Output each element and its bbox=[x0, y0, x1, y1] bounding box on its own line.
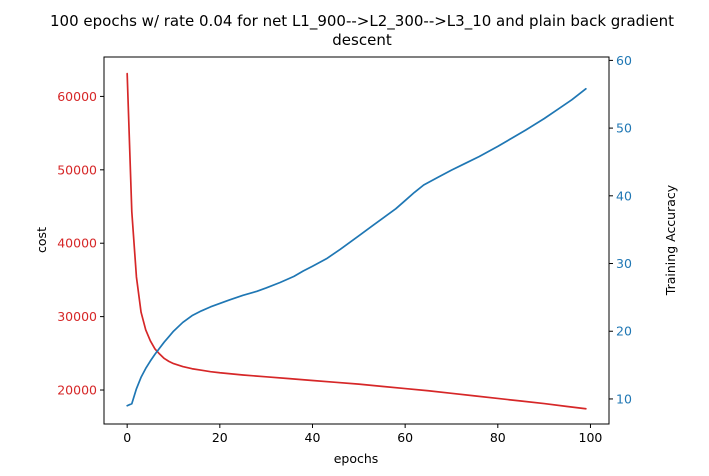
cost-series-line bbox=[126, 72, 587, 410]
right-tick-label: 50 bbox=[616, 121, 632, 136]
x-tick-label: 40 bbox=[305, 430, 321, 445]
left-tick-label: 60000 bbox=[57, 89, 97, 104]
x-axis-label: epochs bbox=[334, 451, 379, 466]
left-tick-label: 30000 bbox=[57, 309, 97, 324]
x-tick-label: 100 bbox=[579, 430, 603, 445]
plot-frame bbox=[103, 56, 610, 425]
x-tick-label: 20 bbox=[212, 430, 228, 445]
right-tick-label: 20 bbox=[616, 324, 632, 339]
y-axis-label-left: cost bbox=[34, 227, 49, 253]
left-tick-label: 40000 bbox=[57, 236, 97, 251]
y-axis-label-right: Training Accuracy bbox=[663, 184, 678, 296]
accuracy-series-line bbox=[126, 87, 587, 407]
right-tick-label: 60 bbox=[616, 53, 632, 68]
left-tick-label: 50000 bbox=[57, 162, 97, 177]
x-tick-label: 80 bbox=[490, 430, 506, 445]
chart-title-line-2: descent bbox=[332, 31, 392, 49]
right-tick-label: 10 bbox=[616, 391, 632, 406]
x-tick-label: 0 bbox=[123, 430, 131, 445]
left-tick-label: 20000 bbox=[57, 383, 97, 398]
right-tick-label: 40 bbox=[616, 188, 632, 203]
right-tick-label: 30 bbox=[616, 256, 632, 271]
chart-title-line-1: 100 epochs w/ rate 0.04 for net L1_900--… bbox=[50, 12, 674, 31]
x-tick-label: 60 bbox=[397, 430, 413, 445]
